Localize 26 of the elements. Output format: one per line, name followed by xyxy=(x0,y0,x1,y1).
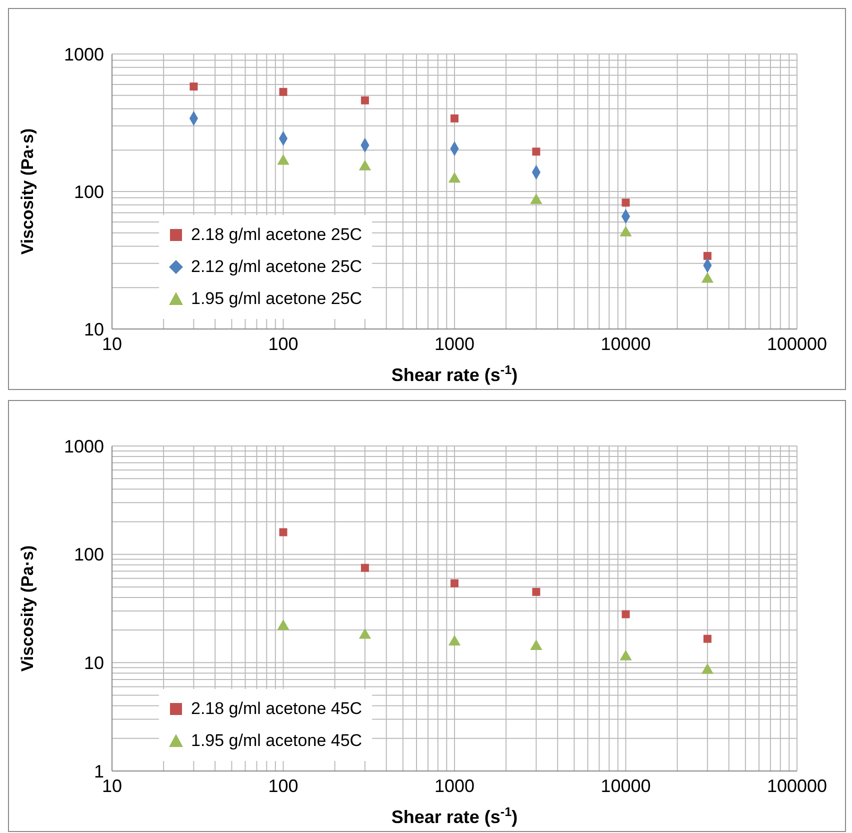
x-tick-label: 100 xyxy=(268,334,298,354)
x-tick-label: 10 xyxy=(102,334,122,354)
y-axis-title: Viscosity (Pa·s) xyxy=(18,545,37,672)
y-axis-title: Viscosity (Pa·s) xyxy=(18,128,37,255)
y-tick-label: 10 xyxy=(84,319,104,340)
x-tick-label: 100 xyxy=(268,776,298,796)
legend-label: 2.18 g/ml acetone 25C xyxy=(191,224,362,246)
x-axis-title: Shear rate (s$^{-1}$) xyxy=(391,805,518,827)
x-axis-title: Shear rate (s$^{-1}$) xyxy=(391,363,518,385)
x-tick-label: 10 xyxy=(102,776,122,796)
legend-label: 1.95 g/ml acetone 25C xyxy=(191,288,362,310)
x-tick-label: 1000 xyxy=(434,334,475,354)
legend-label: 2.12 g/ml acetone 25C xyxy=(191,256,362,278)
x-tick-label: 100000 xyxy=(766,334,828,354)
x-tick-label: 100000 xyxy=(766,776,828,796)
legend-label: 2.18 g/ml acetone 45C xyxy=(191,698,362,720)
y-tick-label: 1000 xyxy=(64,44,104,64)
x-tick-label: 10000 xyxy=(600,334,651,354)
y-tick-label: 1000 xyxy=(64,436,104,456)
y-tick-label: 100 xyxy=(74,182,104,202)
y-tick-label: 10 xyxy=(84,653,104,674)
legend-label: 1.95 g/ml acetone 45C xyxy=(191,730,362,752)
x-tick-label: 1000 xyxy=(434,776,475,796)
y-tick-label: 100 xyxy=(74,544,104,565)
y-tick-label: 1 xyxy=(94,761,104,782)
x-tick-label: 10000 xyxy=(600,776,651,796)
